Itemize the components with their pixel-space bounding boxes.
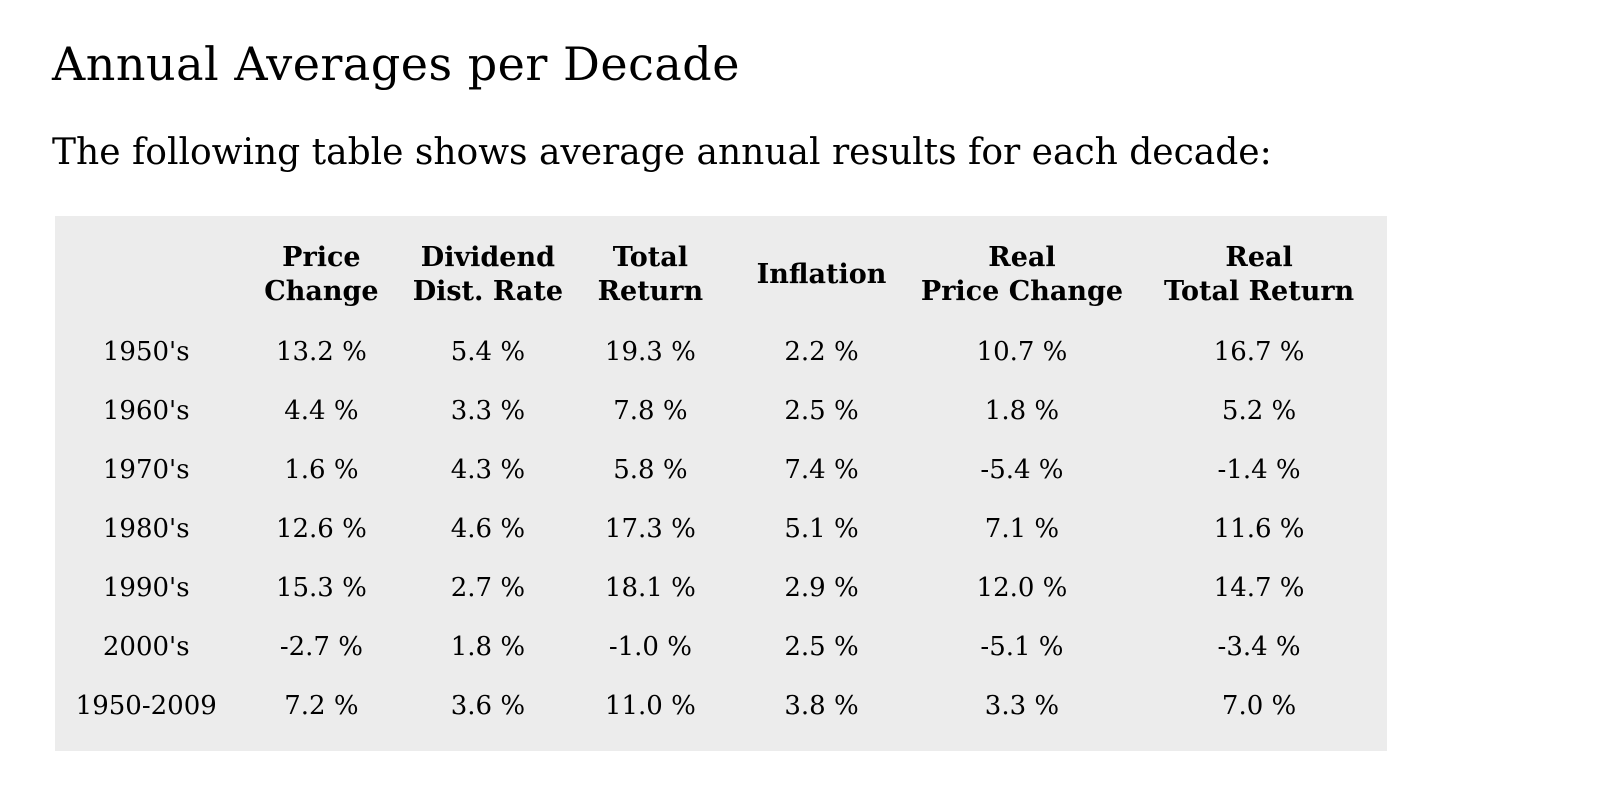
intro-text: The following table shows average annual… <box>52 131 1272 173</box>
cell-dividend-dist-rate: 1.8 % <box>450 631 526 662</box>
header-line: Dist. Rate <box>412 276 564 308</box>
cell-inflation: 2.5 % <box>784 631 859 662</box>
header-line: Real <box>988 242 1056 274</box>
table-row-1950-2009: 1950-2009 7.2 % 3.6 % 11.0 % 3.8 % 3.3 %… <box>55 676 1387 735</box>
cell-real-total-return: -3.4 % <box>1217 631 1301 662</box>
table-row-1950s: 1950's 13.2 % 5.4 % 19.3 % 2.2 % 10.7 % … <box>55 322 1387 381</box>
decade-averages-table-container: Price Change Dividend Dist. Rate Total R… <box>55 216 1387 752</box>
header-line: Real <box>1225 242 1293 274</box>
row-label: 1980's <box>102 513 190 544</box>
header-line: Dividend <box>420 242 555 274</box>
row-label: 1950-2009 <box>75 690 217 721</box>
cell-dividend-dist-rate: 4.3 % <box>450 454 526 485</box>
cell-dividend-dist-rate: 3.6 % <box>450 690 526 721</box>
header-real-price-change: Real Price Change <box>913 226 1131 322</box>
header-line: Return <box>597 276 704 308</box>
cell-total-return: -1.0 % <box>608 631 692 662</box>
cell-price-change: 13.2 % <box>275 336 367 367</box>
cell-inflation: 2.9 % <box>784 572 859 603</box>
cell-inflation: 5.1 % <box>784 513 859 544</box>
header-total-return: Total Return <box>570 226 730 322</box>
cell-dividend-dist-rate: 4.6 % <box>450 513 526 544</box>
decade-averages-table: Price Change Dividend Dist. Rate Total R… <box>55 226 1387 735</box>
cell-dividend-dist-rate: 3.3 % <box>450 395 526 426</box>
cell-price-change: 7.2 % <box>284 690 359 721</box>
row-label: 1960's <box>102 395 190 426</box>
cell-real-price-change: -5.1 % <box>980 631 1064 662</box>
cell-total-return: 19.3 % <box>604 336 696 367</box>
cell-real-price-change: 3.3 % <box>984 690 1060 721</box>
cell-dividend-dist-rate: 2.7 % <box>450 572 526 603</box>
page-title: Annual Averages per Decade <box>52 37 740 91</box>
cell-total-return: 17.3 % <box>604 513 696 544</box>
cell-price-change: 12.6 % <box>275 513 367 544</box>
table-row-1970s: 1970's 1.6 % 4.3 % 5.8 % 7.4 % -5.4 % -1… <box>55 440 1387 499</box>
cell-real-price-change: 7.1 % <box>984 513 1060 544</box>
table-row-1980s: 1980's 12.6 % 4.6 % 17.3 % 5.1 % 7.1 % 1… <box>55 499 1387 558</box>
header-inflation: Inflation <box>730 226 912 322</box>
row-label: 2000's <box>102 631 190 662</box>
cell-real-total-return: 14.7 % <box>1213 572 1305 603</box>
cell-inflation: 7.4 % <box>784 454 859 485</box>
cell-price-change: 1.6 % <box>284 454 359 485</box>
table-row-2000s: 2000's -2.7 % 1.8 % -1.0 % 2.5 % -5.1 % … <box>55 617 1387 676</box>
cell-real-price-change: 1.8 % <box>984 395 1060 426</box>
row-label: 1990's <box>102 572 190 603</box>
cell-real-price-change: 10.7 % <box>976 336 1068 367</box>
cell-real-price-change: 12.0 % <box>976 572 1068 603</box>
row-label: 1950's <box>102 336 190 367</box>
page: Annual Averages per Decade The following… <box>52 37 1387 752</box>
cell-real-total-return: -1.4 % <box>1217 454 1301 485</box>
header-line: Inflation <box>756 259 887 291</box>
header-line: Price Change <box>920 276 1124 308</box>
row-label: 1970's <box>102 454 190 485</box>
cell-total-return: 11.0 % <box>604 690 696 721</box>
header-decade <box>55 226 237 322</box>
cell-price-change: -2.7 % <box>279 631 363 662</box>
header-dividend-dist-rate: Dividend Dist. Rate <box>405 226 570 322</box>
cell-real-total-return: 5.2 % <box>1221 395 1297 426</box>
table-row-1960s: 1960's 4.4 % 3.3 % 7.8 % 2.5 % 1.8 % 5.2… <box>55 381 1387 440</box>
cell-real-total-return: 11.6 % <box>1213 513 1305 544</box>
cell-total-return: 5.8 % <box>613 454 688 485</box>
header-line: Total <box>612 242 688 274</box>
cell-total-return: 18.1 % <box>604 572 696 603</box>
header-line: Change <box>264 276 379 308</box>
cell-inflation: 2.5 % <box>784 395 859 426</box>
cell-dividend-dist-rate: 5.4 % <box>450 336 526 367</box>
cell-inflation: 2.2 % <box>784 336 859 367</box>
cell-price-change: 15.3 % <box>275 572 367 603</box>
cell-real-total-return: 16.7 % <box>1213 336 1305 367</box>
cell-total-return: 7.8 % <box>613 395 688 426</box>
cell-price-change: 4.4 % <box>284 395 359 426</box>
cell-real-total-return: 7.0 % <box>1221 690 1297 721</box>
header-line: Total Return <box>1163 276 1355 308</box>
cell-inflation: 3.8 % <box>784 690 859 721</box>
header-line: Price <box>282 242 361 274</box>
cell-real-price-change: -5.4 % <box>980 454 1064 485</box>
header-price-change: Price Change <box>237 226 405 322</box>
table-header-row: Price Change Dividend Dist. Rate Total R… <box>55 226 1387 322</box>
table-row-1990s: 1990's 15.3 % 2.7 % 18.1 % 2.9 % 12.0 % … <box>55 558 1387 617</box>
header-real-total-return: Real Total Return <box>1131 226 1387 322</box>
